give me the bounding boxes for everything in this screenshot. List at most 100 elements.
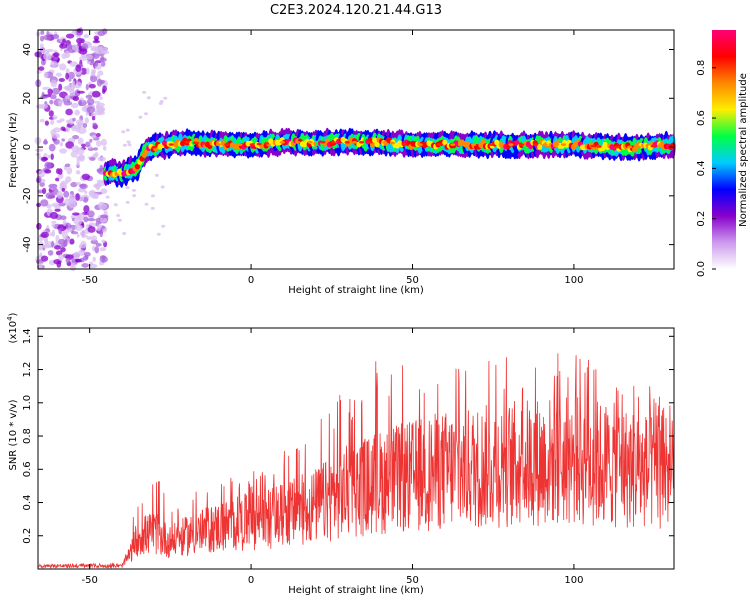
spectrogram-noise-cell bbox=[94, 152, 99, 157]
spectrogram-hot-cell bbox=[330, 140, 336, 144]
spectrogram-noise-cell bbox=[126, 140, 131, 144]
spectrogram-noise-cell bbox=[50, 79, 58, 88]
spectrogram-noise-cell bbox=[45, 192, 54, 200]
spectrogram-hot-cell bbox=[554, 143, 559, 146]
spectrogram-noise-cell bbox=[96, 107, 103, 114]
spectrogram-noise-cell bbox=[87, 98, 95, 106]
y-tick-label: 1.0 bbox=[22, 395, 33, 411]
spectrogram-noise-cell bbox=[55, 177, 60, 182]
x-tick-label: 0 bbox=[248, 575, 254, 586]
spectrogram-noise-cell bbox=[59, 43, 68, 49]
spectrogram-noise-cell bbox=[48, 183, 58, 189]
spectrogram-noise-cell bbox=[72, 135, 80, 140]
spectrogram-noise-cell bbox=[94, 246, 100, 254]
y-tick-label: 0.8 bbox=[22, 428, 33, 444]
spectrogram-noise-cell bbox=[84, 117, 90, 124]
spectrogram-noise-cell bbox=[67, 71, 75, 80]
spectrogram-noise-cell bbox=[87, 226, 96, 233]
snr-panel: -50 0 50 100 0.2 0.4 0.6 0.8 1.0 1.2 1.4 Height o… bbox=[6, 312, 675, 596]
spectrogram-noise-cell bbox=[91, 134, 97, 139]
spectrogram-noise-cell bbox=[50, 60, 59, 68]
spectrogram-noise-cell bbox=[91, 70, 96, 77]
spectrogram-noise-cell bbox=[40, 35, 44, 42]
spectrogram-noise-cell bbox=[58, 83, 63, 91]
spectrogram-hot-cell bbox=[192, 141, 198, 145]
snr-x-ticks: -50 0 50 100 bbox=[81, 328, 583, 586]
spectrogram-noise-cell bbox=[58, 168, 63, 175]
spectrogram-noise-cell bbox=[76, 155, 84, 161]
spectrogram-hot-cell bbox=[344, 140, 350, 144]
spectrogram-noise-cell bbox=[74, 109, 80, 116]
spectrogram-noise-cell bbox=[98, 96, 103, 100]
spectrogram-noise-cell bbox=[76, 28, 82, 33]
spectrogram-noise-cell bbox=[99, 217, 108, 223]
spectrogram-hot-cell bbox=[417, 143, 423, 146]
spectrogram-hot-cell bbox=[590, 144, 596, 148]
spectrogram-noise-cell bbox=[101, 47, 108, 54]
spectrogram-hot-cell bbox=[352, 140, 358, 144]
spectrogram-noise-cell bbox=[163, 96, 168, 100]
spectrogram-hot-cell bbox=[627, 145, 632, 149]
spectrogram-noise-cell bbox=[58, 238, 66, 245]
spectrogram-hot-cell bbox=[359, 140, 365, 144]
spectrogram-noise-cell bbox=[76, 90, 85, 94]
spectrogram-noise-cell bbox=[56, 119, 62, 124]
spectrogram-noise-cell bbox=[52, 87, 60, 95]
spectrogram-hot-cell bbox=[596, 145, 602, 148]
spectrogram-noise-cell bbox=[91, 116, 96, 121]
spectrogram-noise-cell bbox=[36, 222, 42, 230]
spectrogram-noise-cell bbox=[122, 232, 127, 235]
spectrogram-noise-cell bbox=[83, 205, 90, 214]
spectrogram-noise-cell bbox=[39, 43, 44, 49]
spectrogram-noise-cell bbox=[43, 169, 52, 174]
spectrogram-noise-cell bbox=[86, 236, 93, 240]
x-tick-label: 50 bbox=[406, 575, 419, 586]
spectrogram-noise-cell bbox=[42, 244, 52, 249]
spectrogram-noise-cell bbox=[122, 143, 127, 147]
spectrogram-noise-cell bbox=[76, 119, 84, 126]
spectrogram-noise-cell bbox=[44, 120, 50, 126]
spectrogram-panel: -50 0 50 100 -40 -20 0 20 40 Height of straight… bbox=[8, 27, 676, 296]
spectrogram-noise-cells bbox=[34, 27, 168, 272]
spectrogram-hot-cell bbox=[307, 140, 313, 144]
spectrogram-ridge-cell bbox=[372, 137, 378, 144]
spectrogram-hot-cell bbox=[572, 143, 578, 146]
spectrogram-noise-cell bbox=[40, 199, 49, 207]
colorbar-tick-label: 0.8 bbox=[696, 60, 707, 76]
spectrogram-noise-cell bbox=[85, 94, 93, 99]
spectrogram-noise-cell bbox=[65, 141, 75, 149]
y-tick-label: 0 bbox=[22, 144, 33, 150]
spectrogram-noise-cell bbox=[55, 72, 62, 77]
spectrogram-noise-cell bbox=[117, 218, 122, 222]
spectrogram-noise-cell bbox=[150, 194, 155, 198]
spectrogram-noise-cell bbox=[50, 153, 54, 160]
snr-y-multiplier-base: (x10 bbox=[8, 321, 19, 344]
spectrogram-noise-cell bbox=[40, 178, 46, 183]
spectrogram-noise-cell bbox=[94, 46, 103, 55]
spectrogram-noise-cell bbox=[81, 263, 89, 268]
spectrogram-noise-cell bbox=[47, 154, 51, 159]
spectrogram-noise-cell bbox=[75, 127, 81, 133]
y-tick-label: 0.4 bbox=[22, 495, 33, 511]
spectrogram-noise-cell bbox=[66, 167, 73, 175]
spectrogram-noise-cell bbox=[94, 38, 99, 42]
spectrogram-noise-cell bbox=[53, 52, 60, 58]
spectrogram-noise-cell bbox=[38, 247, 43, 251]
spectrogram-noise-cell bbox=[74, 224, 83, 231]
spectrogram-ridge-cell bbox=[537, 144, 543, 150]
x-tick-label: -50 bbox=[81, 275, 97, 286]
spectrogram-noise-cell bbox=[65, 119, 71, 124]
spectrogram-noise-cell bbox=[59, 148, 68, 154]
snr-series-line bbox=[37, 353, 675, 570]
spectrogram-noise-cell bbox=[49, 211, 59, 220]
spectrogram-noise-cell bbox=[75, 170, 81, 175]
spectrogram-noise-cell bbox=[37, 189, 44, 194]
spectrogram-noise-cell bbox=[39, 181, 45, 187]
spectrogram-hot-cell bbox=[201, 142, 207, 145]
spectrogram-noise-cell bbox=[61, 138, 65, 142]
spectrogram-hot-cell bbox=[264, 142, 270, 145]
y-tick-label: 0.2 bbox=[22, 528, 33, 544]
spectrogram-hot-cell bbox=[636, 145, 641, 149]
spectrogram-noise-cell bbox=[161, 224, 166, 228]
